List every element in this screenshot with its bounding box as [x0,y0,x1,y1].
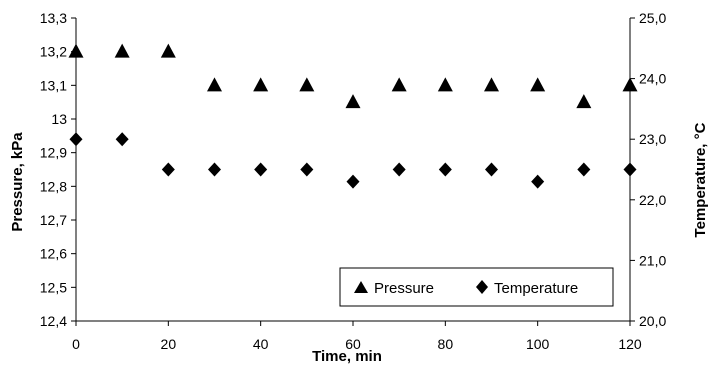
pressure-point [299,77,315,92]
x-tick-label: 20 [161,336,177,352]
legend-pressure-label: Pressure [374,280,434,297]
y-tick-label: 13 [51,111,67,127]
pressure-point [345,94,361,109]
data-marks [68,43,638,189]
pressure-point [160,43,176,58]
temperature-point [392,162,406,177]
series-pressure [68,43,638,109]
pressure-point [622,77,638,92]
pressure-point [576,94,592,109]
y2-tick-label: 22,0 [639,192,666,208]
y-tick-label: 12,6 [40,246,67,262]
x-tick-label: 80 [438,336,454,352]
temperature-point [346,174,360,189]
temperature-point [577,162,591,177]
pressure-point [391,77,407,92]
temperature-point [161,162,175,177]
pressure-point [484,77,499,92]
x-tick-label: 60 [345,336,361,352]
y2-tick-label: 24,0 [639,71,666,87]
series-temperature [69,132,637,189]
right-axis: 20,0 21,0 22,0 23,0 24,0 25,0 [630,10,666,329]
y-tick-label: 12,7 [40,212,67,228]
y2-tick-label: 20,0 [639,313,666,329]
left-axis: 12,4 12,5 12,6 12,7 12,8 12,9 13 13,1 13,2 13,3 [40,10,76,329]
y-tick-label: 13,2 [40,44,67,60]
temperature-point [485,162,498,177]
y2-tick-label: 25,0 [639,10,666,26]
x-tick-label: 100 [526,336,550,352]
pressure-point [437,77,453,92]
pressure-point [114,43,130,58]
legend-temperature-marker [476,280,488,294]
legend: Pressure Temperature [339,267,614,307]
y-tick-label: 13,1 [40,77,67,93]
pressure-point [253,77,269,92]
y2-tick-label: 21,0 [639,252,666,268]
x-axis-title: Time, min [312,348,382,365]
temperature-point [438,162,452,177]
x-axis: 0 20 40 60 80 100 120 [72,321,642,352]
y-tick-label: 12,9 [40,145,67,161]
pressure-point [530,77,546,92]
y-tick-label: 12,4 [40,313,67,329]
temperature-point [69,132,83,147]
y2-tick-label: 23,0 [639,131,666,147]
temperature-point [531,174,545,189]
y-axis-title: Pressure, kPa [9,132,26,232]
temperature-point [300,162,314,177]
y-tick-label: 12,5 [40,279,67,295]
legend-pressure-marker [354,281,368,293]
y-tick-label: 13,3 [40,10,67,26]
y-tick-label: 12,8 [40,178,67,194]
pressure-point [68,43,84,58]
x-tick-label: 0 [72,336,80,352]
temperature-point [115,132,129,147]
y2-axis-title: Temperature, °C [692,122,709,237]
x-tick-label: 120 [618,336,642,352]
temperature-point [623,162,637,177]
legend-temperature-label: Temperature [494,280,578,297]
temperature-point [254,162,268,177]
temperature-point [208,162,221,177]
x-tick-label: 40 [253,336,269,352]
pressure-point [207,77,222,92]
